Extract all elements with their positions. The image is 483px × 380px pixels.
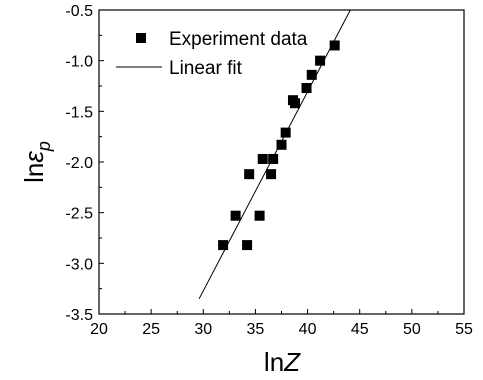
- legend: Experiment data Linear fit: [116, 29, 308, 79]
- data-point: [290, 98, 301, 109]
- plot-area-frame: [98, 9, 465, 315]
- legend-label-fit: Linear fit: [169, 58, 243, 79]
- y-axis-ticks: -3.5 -3.0 -2.5 -2.0 -1.5 -1.0 -0.5: [65, 3, 104, 324]
- data-point: [301, 83, 312, 94]
- data-point: [254, 210, 265, 221]
- x-tick-label: 40: [299, 321, 317, 338]
- y-tick-label: -2.5: [65, 206, 93, 223]
- data-point: [280, 127, 291, 138]
- y-tick-label: -3.0: [65, 256, 93, 273]
- x-axis-label: lnZ: [264, 347, 301, 377]
- x-tick-label: 35: [247, 321, 265, 338]
- data-point: [244, 169, 255, 180]
- data-point: [276, 139, 287, 150]
- y-tick-label: -3.5: [65, 307, 93, 324]
- y-tick-label: -1.5: [65, 104, 93, 121]
- data-point: [315, 55, 326, 66]
- x-tick-label: 25: [142, 321, 160, 338]
- x-tick-label: 20: [90, 321, 108, 338]
- data-points-layer: [218, 40, 340, 251]
- data-point: [306, 69, 317, 80]
- data-point: [242, 240, 253, 251]
- y-axis-label: lnεp: [19, 141, 54, 183]
- y-tick-label: -0.5: [65, 3, 93, 20]
- x-tick-label: 45: [351, 321, 369, 338]
- data-point: [266, 169, 277, 180]
- y-tick-label: -2.0: [65, 155, 93, 172]
- legend-marker-experiment: [136, 33, 146, 43]
- y-tick-label: -1.0: [65, 54, 93, 71]
- x-axis-ticks: 20 25 30 35 40 45 50 55: [90, 309, 473, 338]
- data-point: [268, 153, 279, 164]
- data-point: [218, 240, 229, 251]
- legend-label-experiment: Experiment data: [169, 29, 308, 50]
- data-point: [329, 40, 340, 51]
- x-tick-label: 55: [455, 321, 473, 338]
- x-tick-label: 30: [194, 321, 212, 338]
- data-point: [257, 153, 268, 164]
- data-point: [230, 210, 241, 221]
- x-tick-label: 50: [403, 321, 421, 338]
